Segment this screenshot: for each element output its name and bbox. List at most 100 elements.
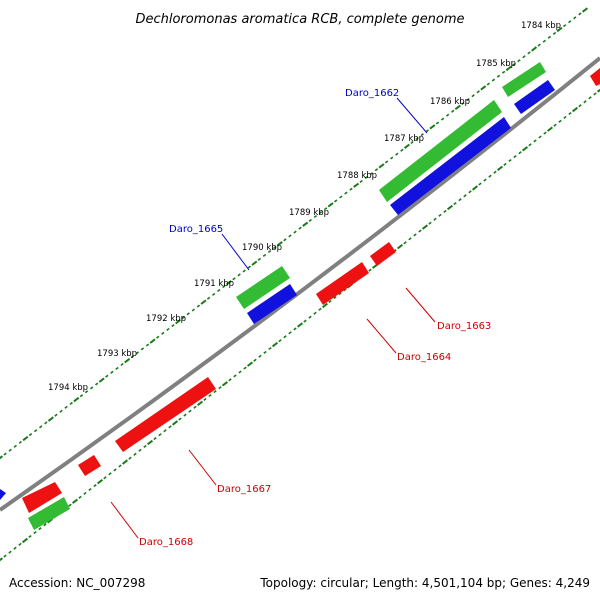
track-tick <box>327 202 334 208</box>
genome-summary-text: Topology: circular; Length: 4,501,104 bp… <box>259 576 590 590</box>
track-tick <box>588 96 592 100</box>
gene-label-daro-1664[interactable]: Daro_1664 <box>397 352 451 363</box>
gene-label-daro-1667[interactable]: Daro_1667 <box>217 484 271 495</box>
track-tick <box>463 194 467 198</box>
track-tick <box>54 413 58 417</box>
track-tick <box>166 327 170 332</box>
gene-arrow-red[interactable] <box>115 377 216 452</box>
track-tick <box>321 302 329 309</box>
gene-arrow-blue[interactable] <box>390 117 511 215</box>
kbp-label: 1792 kbp <box>146 314 186 324</box>
track-tick <box>297 322 303 328</box>
track-tick <box>121 459 129 465</box>
gene-arrow-green[interactable] <box>502 62 546 97</box>
track-tick <box>518 151 522 155</box>
callout-line <box>366 318 397 354</box>
gene-arrow-red[interactable] <box>78 455 101 476</box>
track-tick <box>496 74 501 78</box>
track-tick <box>396 244 404 250</box>
track-tick <box>237 273 241 277</box>
track-tick <box>18 542 22 546</box>
track-tick <box>413 233 417 237</box>
track-tick <box>8 550 12 554</box>
track-tick <box>513 155 517 159</box>
track-tick <box>73 396 80 403</box>
track-tick <box>84 390 89 394</box>
track-tick <box>476 90 480 94</box>
track-tick <box>247 265 251 269</box>
track-tick <box>553 123 557 127</box>
track-tick <box>364 175 368 180</box>
track-tick <box>257 257 262 261</box>
track-tick <box>278 339 282 343</box>
track-tick <box>221 381 229 387</box>
track-tick <box>508 158 512 163</box>
track-tick <box>0 557 3 562</box>
gene-arrow-red[interactable] <box>370 242 396 266</box>
track-tick <box>238 370 242 374</box>
callout-line <box>396 97 428 134</box>
track-tick <box>213 390 217 394</box>
callout-line <box>405 287 436 323</box>
genome-backbone <box>0 56 600 512</box>
track-tick <box>208 393 212 398</box>
track-tick <box>528 143 532 147</box>
gene-arrow-green[interactable] <box>28 497 70 530</box>
track-tick <box>79 394 84 398</box>
track-tick <box>552 31 557 35</box>
track-tick <box>368 268 372 272</box>
track-tick <box>186 312 190 316</box>
track-tick <box>313 311 317 315</box>
track-tick <box>212 292 216 296</box>
gene-arrow-red[interactable] <box>316 262 369 305</box>
track-tick <box>480 85 487 91</box>
map-title: Dechloromonas aromatica RCB, complete ge… <box>135 12 464 27</box>
track-tick <box>440 117 445 121</box>
gene-arrow-blue[interactable] <box>247 284 297 324</box>
track-tick <box>395 152 399 156</box>
track-tick <box>403 241 407 245</box>
track-tick <box>222 285 226 289</box>
gene-arrow-blue[interactable] <box>0 489 6 500</box>
track-tick <box>183 413 187 417</box>
track-tick <box>258 354 262 358</box>
gene-label-daro-1668[interactable]: Daro_1668 <box>139 537 193 548</box>
track-tick <box>420 133 424 137</box>
track-tick <box>293 327 297 331</box>
track-tick <box>573 16 577 20</box>
track-tick <box>488 174 492 178</box>
track-tick <box>200 299 207 305</box>
track-tick <box>353 182 360 188</box>
gene-arrow-green[interactable] <box>236 266 290 309</box>
track-tick <box>3 452 7 456</box>
gene-arrow-red[interactable] <box>22 482 62 513</box>
track-tick <box>143 444 147 448</box>
gene-label-daro-1662[interactable]: Daro_1662 <box>345 88 399 99</box>
track-tick <box>168 425 172 429</box>
track-tick <box>83 491 87 495</box>
track-tick <box>64 405 68 409</box>
gene-arrow-red[interactable] <box>590 68 600 86</box>
track-tick <box>218 386 222 390</box>
track-tick <box>93 484 97 488</box>
track-tick <box>415 136 419 141</box>
track-tick <box>288 234 292 238</box>
track-tick <box>103 476 107 480</box>
track-tick <box>242 269 246 273</box>
track-tick <box>302 221 309 227</box>
track-tick <box>158 433 162 437</box>
gene-label-daro-1663[interactable]: Daro_1663 <box>437 321 491 332</box>
gene-labels: Daro_1662 Daro_1665 Daro_1663 Daro_1664 … <box>139 88 491 548</box>
track-tick <box>156 335 160 339</box>
gene-arrow-blue[interactable] <box>514 80 555 114</box>
track-tick <box>333 296 337 300</box>
gene-label-daro-1665[interactable]: Daro_1665 <box>169 224 223 235</box>
track-tick <box>78 495 82 499</box>
track-tick <box>435 121 440 125</box>
track-tick <box>191 308 195 312</box>
track-tick <box>161 331 165 335</box>
gene-arrow-green[interactable] <box>379 100 502 202</box>
track-tick <box>323 207 328 211</box>
track-tick <box>196 400 204 406</box>
